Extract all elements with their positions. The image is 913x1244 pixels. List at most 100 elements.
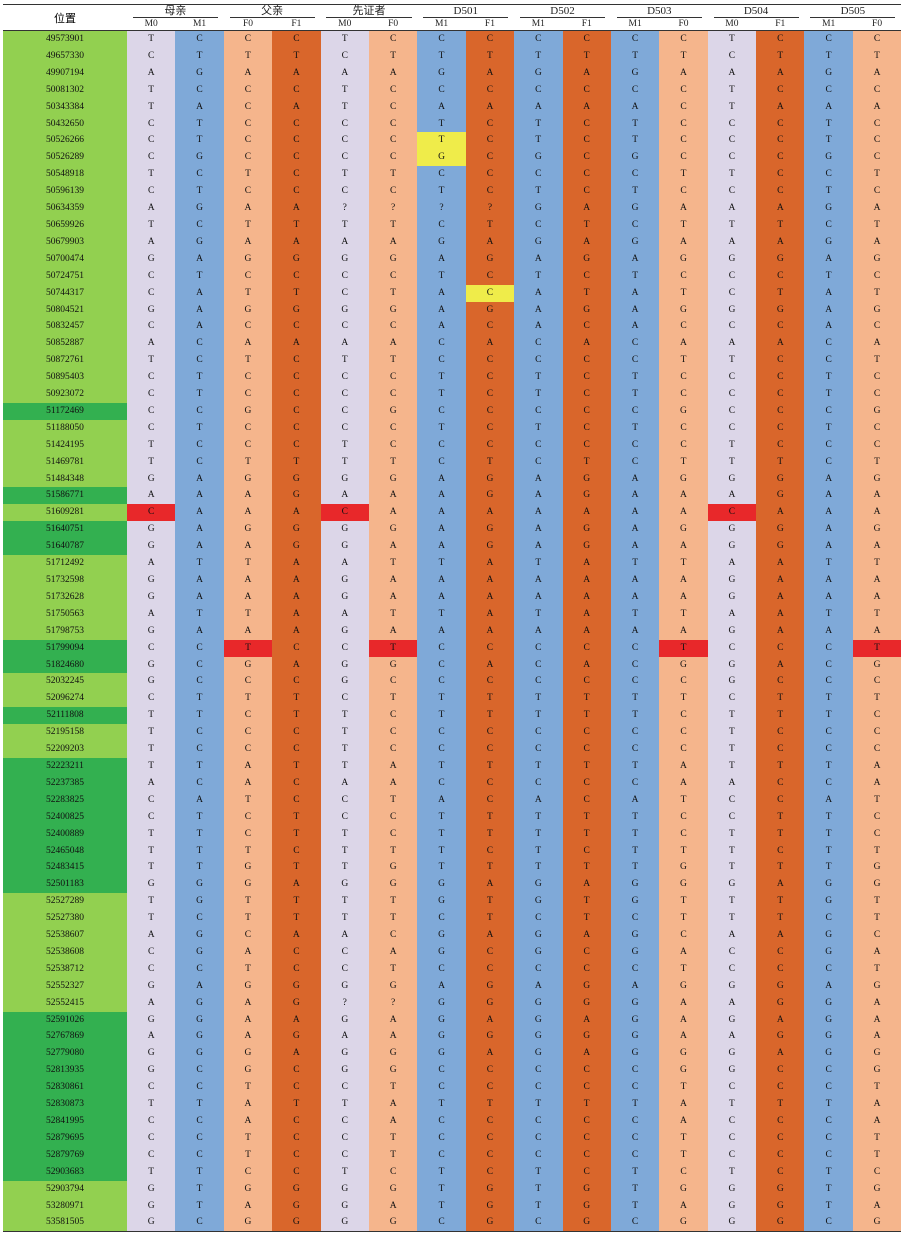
genotype-cell: A — [514, 622, 563, 640]
genotype-cell: A — [804, 250, 853, 268]
genotype-cell: T — [804, 1197, 853, 1215]
genotype-cell: C — [175, 453, 224, 471]
genotype-cell: T — [562, 707, 611, 725]
genotype-cell: A — [756, 622, 805, 640]
table-row: 49907194 A G A A A A G A G A G A A A G A — [3, 64, 902, 82]
genotype-cell: A — [852, 1011, 902, 1029]
genotype-cell: A — [223, 200, 273, 217]
genotype-cell: G — [562, 994, 611, 1012]
genotype-cell: T — [223, 555, 273, 572]
position-cell: 50634359 — [3, 200, 127, 217]
genotype-cell: G — [514, 149, 563, 167]
genotype-cell: C — [272, 741, 321, 758]
table-row: 51424195 T C C C T C C C C C C C T C C C — [3, 436, 902, 454]
genotype-cell: C — [175, 724, 224, 742]
genotype-cell: C — [417, 453, 466, 471]
genotype-cell: C — [368, 183, 418, 201]
genotype-cell: G — [417, 927, 466, 944]
genotype-cell: C — [756, 673, 805, 691]
genotype-cell: G — [804, 64, 853, 82]
genotype-cell: G — [707, 622, 757, 640]
genotype-cell: A — [659, 774, 708, 792]
genotype-cell: T — [562, 893, 611, 911]
genotype-cell: T — [127, 757, 176, 775]
genotype-cell: A — [368, 572, 418, 589]
genotype-cell: G — [127, 470, 176, 488]
position-cell: 50526289 — [3, 149, 127, 167]
genotype-cell: G — [852, 1045, 902, 1063]
genotype-cell: G — [756, 470, 805, 488]
genotype-cell: T — [368, 1129, 418, 1147]
genotype-cell: C — [320, 1113, 369, 1130]
genotype-cell: G — [610, 943, 660, 961]
genotype-cell: G — [707, 656, 757, 674]
genotype-cell: T — [175, 842, 224, 860]
genotype-cell: C — [272, 943, 321, 961]
group-header: D502 — [514, 4, 611, 18]
genotype-cell: T — [756, 859, 805, 877]
position-cell: 52538608 — [3, 943, 127, 961]
genotype-cell: C — [223, 825, 273, 843]
genotype-cell: C — [320, 1079, 369, 1097]
genotype-cell: A — [562, 572, 611, 589]
genotype-cell: T — [610, 808, 660, 826]
genotype-cell: A — [272, 98, 321, 116]
group-header: D505 — [804, 4, 902, 18]
genotype-cell: G — [175, 1045, 224, 1063]
genotype-cell: T — [659, 1079, 708, 1097]
genotype-cell: G — [659, 301, 708, 319]
genotype-cell: C — [659, 825, 708, 843]
table-row: 50700474 G A G G G G A G A G A G G G A G — [3, 250, 902, 268]
genotype-cell: T — [707, 81, 757, 99]
genotype-cell: C — [562, 1129, 611, 1147]
genotype-cell: C — [417, 724, 466, 742]
genotype-cell: G — [465, 994, 515, 1012]
genotype-cell: T — [610, 267, 660, 285]
genotype-cell: G — [368, 977, 418, 995]
position-cell: 51469781 — [3, 453, 127, 471]
genotype-cell: A — [659, 1011, 708, 1029]
genotype-cell: G — [804, 876, 853, 894]
genotype-cell: A — [514, 284, 563, 302]
genotype-cell: C — [756, 352, 805, 370]
genotype-cell: A — [223, 943, 273, 961]
genotype-cell: T — [272, 47, 321, 65]
genotype-cell: A — [610, 487, 660, 505]
genotype-cell: A — [175, 470, 224, 488]
position-cell: 52903794 — [3, 1180, 127, 1198]
genotype-cell: C — [852, 81, 902, 99]
genotype-cell: T — [175, 859, 224, 877]
haplotype-column-header: M0 — [707, 18, 757, 31]
genotype-cell: T — [756, 757, 805, 775]
genotype-cell: G — [562, 1028, 611, 1046]
genotype-cell: A — [852, 622, 902, 640]
genotype-cell: C — [417, 1214, 466, 1233]
group-header: D501 — [417, 4, 515, 18]
position-cell: 52400825 — [3, 808, 127, 826]
haplotype-column-header: M1 — [804, 18, 853, 31]
table-row: 50895403 C T C C C C T C T C T C C C T C — [3, 369, 902, 387]
genotype-cell: A — [804, 572, 853, 589]
genotype-cell: T — [659, 639, 708, 657]
genotype-cell: A — [610, 250, 660, 268]
genotype-cell: T — [852, 284, 902, 302]
genotype-cell: T — [223, 910, 273, 928]
genotype-cell: A — [514, 504, 563, 522]
genotype-cell: G — [320, 538, 369, 556]
genotype-cell: A — [659, 1113, 708, 1130]
genotype-cell: T — [175, 183, 224, 201]
genotype-cell: A — [756, 64, 805, 82]
genotype-cell: A — [127, 994, 176, 1012]
genotype-cell: G — [465, 487, 515, 505]
genotype-cell: C — [417, 774, 466, 792]
genotype-cell: C — [465, 1129, 515, 1147]
genotype-cell: C — [320, 960, 369, 978]
genotype-cell: G — [127, 656, 176, 674]
genotype-cell: C — [659, 115, 708, 133]
genotype-cell: A — [223, 64, 273, 82]
genotype-cell: C — [127, 132, 176, 150]
table-row: 52527289 T G T T T T G T G T G T T T G T — [3, 893, 902, 911]
genotype-cell: C — [175, 1062, 224, 1080]
genotype-cell: C — [417, 656, 466, 674]
genotype-cell: C — [804, 1079, 853, 1097]
